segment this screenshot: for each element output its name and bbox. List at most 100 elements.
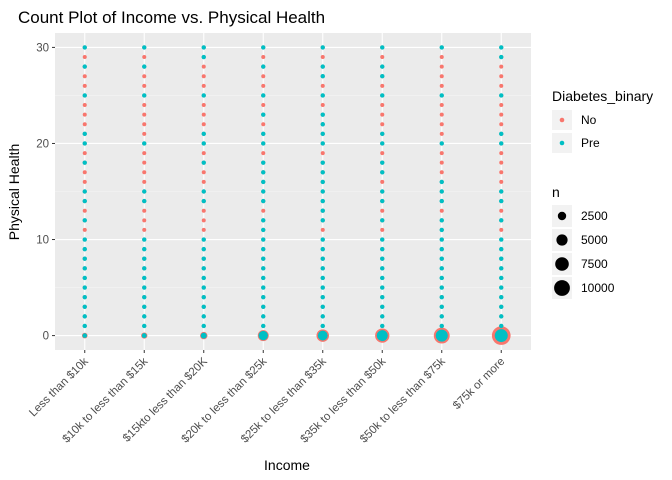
point-pre xyxy=(499,198,504,204)
point-no xyxy=(82,122,87,127)
point-pre xyxy=(320,285,325,290)
point-no xyxy=(201,64,206,69)
point-pre xyxy=(320,141,325,146)
point-pre xyxy=(499,131,504,137)
point-pre xyxy=(380,189,385,194)
point-no xyxy=(439,122,444,127)
point-no xyxy=(261,83,266,88)
size-legend-title: n xyxy=(552,184,560,200)
point-no xyxy=(82,112,87,117)
point-pre xyxy=(380,93,385,98)
point-pre xyxy=(380,323,385,329)
point-pre xyxy=(201,160,206,165)
point-no xyxy=(82,83,87,88)
point-no xyxy=(201,208,206,213)
point-no xyxy=(320,227,325,232)
point-no xyxy=(142,55,147,60)
size-legend-dot xyxy=(554,280,570,296)
point-pre xyxy=(499,141,504,146)
y-tick-label: 0 xyxy=(43,331,49,343)
point-pre xyxy=(142,275,147,281)
point-no xyxy=(142,208,147,213)
point-no xyxy=(439,151,444,156)
point-pre xyxy=(320,314,325,319)
point-pre xyxy=(142,93,147,98)
point-no xyxy=(82,55,87,60)
size-legend-dot xyxy=(557,211,567,221)
point-pre xyxy=(439,189,444,194)
point-pre xyxy=(380,131,385,137)
point-pre xyxy=(320,218,325,223)
point-pre xyxy=(320,160,325,165)
point-pre xyxy=(261,294,266,300)
point-pre xyxy=(201,189,206,194)
point-no xyxy=(201,122,206,127)
point-pre xyxy=(201,256,206,261)
point-pre xyxy=(82,189,87,194)
point-pre xyxy=(258,330,268,341)
point-pre xyxy=(82,323,87,329)
point-pre xyxy=(380,314,385,319)
point-no xyxy=(320,151,325,156)
point-pre xyxy=(82,304,87,309)
point-pre xyxy=(201,45,206,50)
point-pre xyxy=(201,237,206,242)
point-pre xyxy=(380,266,385,271)
point-no xyxy=(380,122,385,127)
point-pre xyxy=(142,246,147,252)
point-pre xyxy=(320,323,325,329)
point-no xyxy=(380,83,385,88)
point-no xyxy=(82,227,87,232)
point-pre xyxy=(261,141,266,146)
point-pre xyxy=(261,93,266,98)
point-pre xyxy=(261,323,266,329)
point-pre xyxy=(82,237,87,242)
point-pre xyxy=(439,218,444,223)
point-no xyxy=(142,131,147,136)
point-pre xyxy=(82,131,87,137)
point-pre xyxy=(261,237,266,242)
point-pre xyxy=(200,332,207,339)
point-pre xyxy=(320,189,325,194)
point-pre xyxy=(142,266,147,271)
point-no xyxy=(499,103,504,108)
point-pre xyxy=(320,294,325,300)
point-pre xyxy=(261,256,266,261)
point-no xyxy=(201,227,206,232)
x-axis-title: Income xyxy=(264,457,310,473)
point-pre xyxy=(261,218,266,223)
point-pre xyxy=(201,131,206,137)
y-axis-tick-labels: 0 10 20 30 xyxy=(36,42,55,343)
point-pre xyxy=(320,208,325,213)
point-pre xyxy=(82,141,87,146)
point-no xyxy=(499,179,504,184)
point-pre xyxy=(201,141,206,146)
point-pre xyxy=(142,294,147,300)
point-pre xyxy=(380,256,385,261)
point-no xyxy=(201,170,206,175)
point-no xyxy=(380,179,385,184)
point-pre xyxy=(142,198,147,204)
point-no xyxy=(142,227,147,232)
point-no xyxy=(261,74,266,79)
point-pre xyxy=(439,256,444,261)
point-no xyxy=(142,83,147,88)
point-no xyxy=(201,151,206,156)
x-axis-tick-labels: Less than $10k$10k to less than $15k$15k… xyxy=(27,350,507,446)
point-pre xyxy=(261,304,266,309)
size-legend-label: 10000 xyxy=(581,281,615,295)
point-pre xyxy=(320,198,325,204)
point-no xyxy=(380,112,385,117)
point-pre xyxy=(439,323,444,329)
point-pre xyxy=(201,275,206,281)
point-no xyxy=(499,170,504,175)
point-pre xyxy=(142,237,147,242)
point-pre xyxy=(261,170,266,175)
point-no xyxy=(201,83,206,88)
color-legend-title: Diabetes_binary xyxy=(552,88,653,104)
point-no xyxy=(82,170,87,175)
size-legend-label: 5000 xyxy=(581,233,608,247)
point-pre xyxy=(82,275,87,281)
point-pre xyxy=(82,160,87,165)
point-pre xyxy=(142,285,147,290)
